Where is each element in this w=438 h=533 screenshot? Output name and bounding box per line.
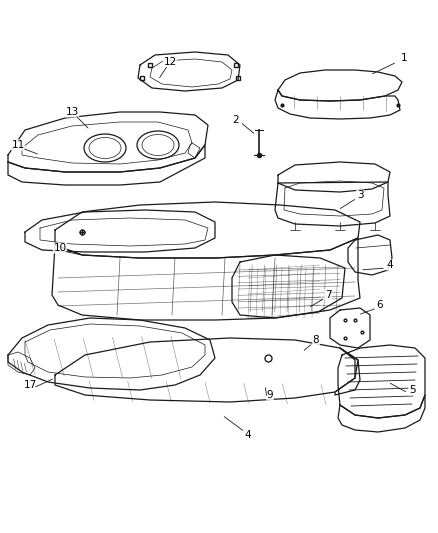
Text: 4: 4 <box>245 430 251 440</box>
Text: 10: 10 <box>53 243 67 253</box>
Text: 6: 6 <box>377 300 383 310</box>
Text: 9: 9 <box>267 390 273 400</box>
Text: 17: 17 <box>23 380 37 390</box>
Text: 5: 5 <box>409 385 415 395</box>
Text: 11: 11 <box>11 140 25 150</box>
Text: 4: 4 <box>387 260 393 270</box>
Text: 13: 13 <box>65 107 79 117</box>
Text: 3: 3 <box>357 190 363 200</box>
Text: 1: 1 <box>401 53 407 63</box>
Text: 8: 8 <box>313 335 319 345</box>
Text: 12: 12 <box>163 57 177 67</box>
Text: 7: 7 <box>325 290 331 300</box>
Text: 2: 2 <box>233 115 239 125</box>
